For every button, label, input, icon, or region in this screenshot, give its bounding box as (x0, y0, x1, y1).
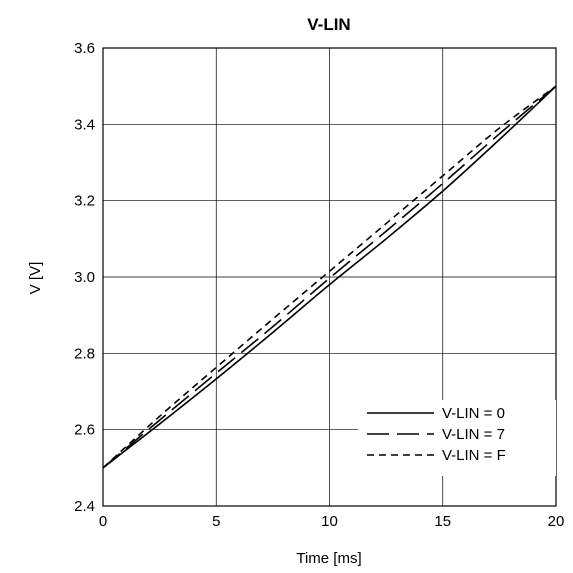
series-line-0 (102, 85, 557, 469)
legend-label-1: V-LIN = 7 (442, 426, 505, 443)
x-tick-labels: 0 5 10 15 20 (99, 513, 565, 530)
y-tick-label-5: 3.4 (74, 116, 95, 133)
x-tick-label-0: 0 (99, 513, 107, 530)
y-tick-labels: 2.4 2.6 2.8 3.0 3.2 3.4 3.6 (74, 40, 95, 515)
y-tick-label-4: 3.2 (74, 193, 95, 210)
chart-title: V-LIN (307, 15, 350, 34)
x-tick-label-4: 20 (548, 513, 565, 530)
x-tick-label-3: 15 (434, 513, 451, 530)
series-line-1 (102, 85, 557, 469)
legend-label-2: V-LIN = F (442, 447, 506, 464)
legend-label-0: V-LIN = 0 (442, 405, 505, 422)
legend: V-LIN = 0 V-LIN = 7 V-LIN = F (358, 400, 556, 476)
plot-frame (102, 47, 557, 507)
y-tick-label-1: 2.6 (74, 422, 95, 439)
series-lines (102, 85, 557, 469)
y-tick-label-2: 2.8 (74, 345, 95, 362)
x-tick-label-1: 5 (212, 513, 220, 530)
y-tick-label-3: 3.0 (74, 269, 95, 286)
x-axis-label: Time [ms] (296, 550, 361, 567)
y-tick-label-0: 2.4 (74, 498, 95, 515)
x-tick-label-2: 10 (321, 513, 338, 530)
y-tick-label-6: 3.6 (74, 40, 95, 57)
series-line-2 (102, 85, 557, 469)
y-axis-label: V [V] (27, 262, 44, 295)
